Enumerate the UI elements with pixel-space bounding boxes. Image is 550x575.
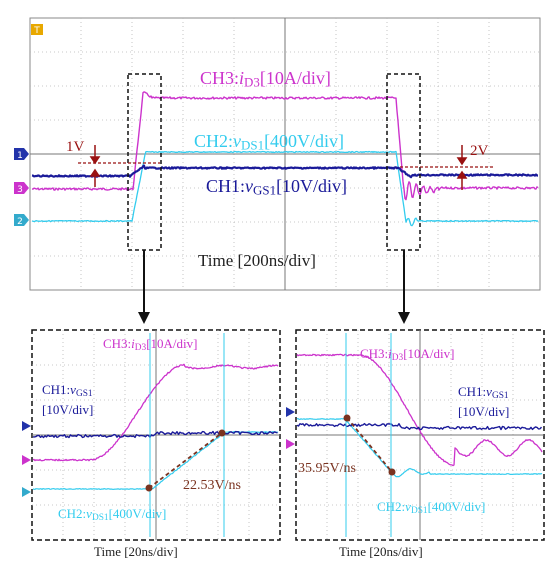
main-traces <box>31 91 539 227</box>
svg-text:1: 1 <box>17 151 23 161</box>
zr-ch3-marker <box>286 439 295 449</box>
annotation-1v: 1V <box>66 139 85 155</box>
zl-ch1-marker <box>22 421 31 431</box>
zoom-right-panel <box>286 329 545 541</box>
zl-slope-line <box>148 432 223 489</box>
zl-ch1-trace <box>33 430 278 439</box>
zr-ch2-trace <box>296 418 543 478</box>
svg-text:3: 3 <box>17 185 23 195</box>
zoom-right-grid <box>296 330 544 540</box>
annotation-2v: 2V <box>470 143 489 159</box>
main-x-label: Time [200ns/div] <box>198 251 316 270</box>
zr-ch2-label: CH2:vDS1[400V/div] <box>377 499 486 516</box>
zl-ch1-label: CH1:vGS1 [10V/div] <box>42 382 94 418</box>
zl-x-label: Time [20ns/div] <box>94 544 178 559</box>
zl-ch2-label: CH2:vDS1[400V/div] <box>58 506 167 523</box>
zl-ch3-marker <box>22 455 31 465</box>
zr-ch1-label: CH1:vGS1 [10V/div] <box>458 384 510 420</box>
main-panel: T 1 3 2 <box>14 17 541 324</box>
zoom-left-panel <box>22 329 281 541</box>
main-ch3-trace <box>31 91 539 201</box>
zr-ch3-label: CH3:iD3[10A/div] <box>360 346 455 363</box>
zr-slope-point-end <box>388 468 396 476</box>
zl-ch3-label: CH3:iD3[10A/div] <box>103 336 198 353</box>
zl-ch3-trace <box>32 363 279 462</box>
svg-text:2: 2 <box>17 217 23 227</box>
ch2-marker: 2 <box>14 214 29 227</box>
annotation-1v-arrows <box>89 145 101 187</box>
ch3-marker: 3 <box>14 182 29 195</box>
main-ch2-trace <box>31 150 539 227</box>
zr-slope-line <box>346 417 393 473</box>
zr-x-label: Time [20ns/div] <box>339 544 423 559</box>
main-ch3-label: CH3:iD3[10A/div] <box>200 68 331 90</box>
main-ch2-label: CH2:vDS1[400V/div] <box>194 131 345 153</box>
zl-slope-point-start <box>145 484 153 492</box>
zl-ch2-marker <box>22 487 31 497</box>
annotation-2v-arrows <box>456 145 468 190</box>
main-ch1-trace <box>31 164 539 179</box>
zr-slope-label: 35.95V/ns <box>298 461 356 476</box>
trigger-marker: T <box>31 24 43 36</box>
svg-text:T: T <box>33 26 40 36</box>
zl-slope-label: 22.53V/ns <box>183 478 241 493</box>
zr-ch1-marker <box>286 407 295 417</box>
zr-ch1-trace <box>296 422 543 431</box>
zoom-right-traces <box>296 333 543 537</box>
ch1-marker: 1 <box>14 148 29 161</box>
zl-slope-point-end <box>218 429 226 437</box>
main-ch1-label: CH1:vGS1[10V/div] <box>206 176 348 198</box>
zr-slope-point-start <box>343 414 351 422</box>
